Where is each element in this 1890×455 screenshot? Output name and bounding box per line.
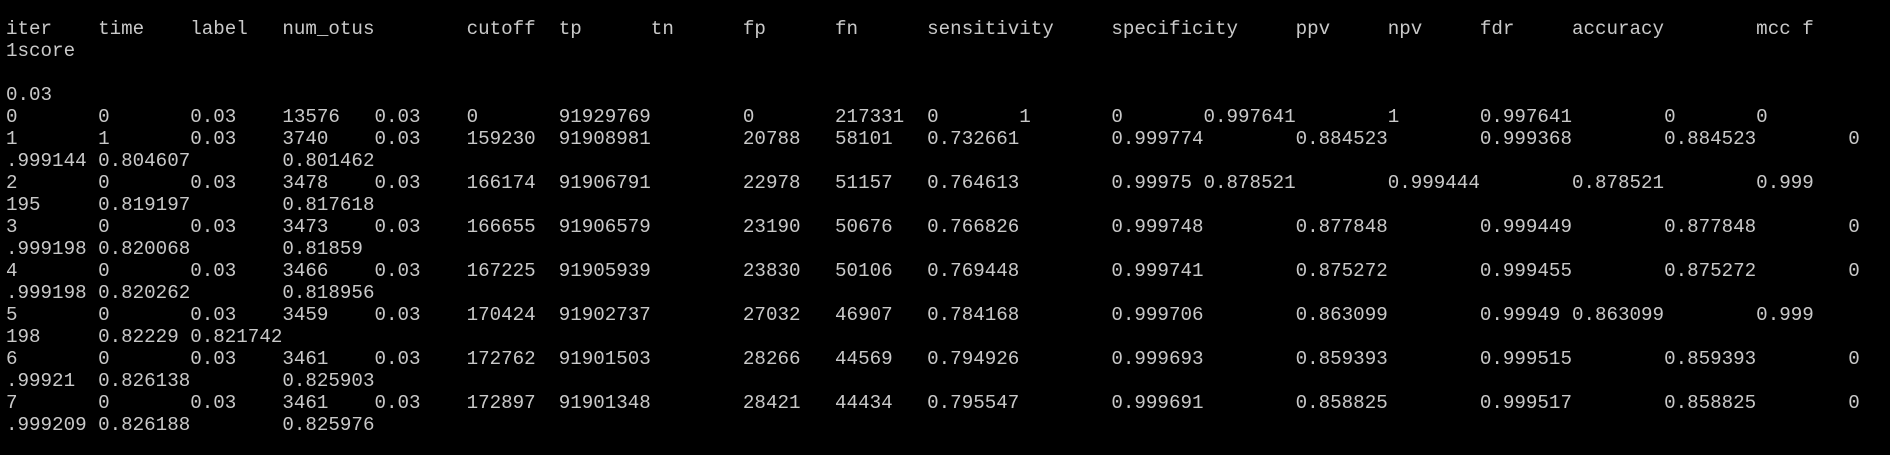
terminal-cutoff-line: 0.03 bbox=[6, 84, 53, 106]
terminal-output-wrap-line: .999209 0.826188 0.825976 bbox=[6, 414, 375, 436]
terminal-header-line: iter time label num_otus cutoff tp tn fp… bbox=[6, 18, 1814, 40]
terminal-header-wrap-line: 1score bbox=[6, 40, 76, 62]
terminal-output-line: 4 0 0.03 3466 0.03 167225 91905939 23830… bbox=[6, 260, 1860, 282]
terminal-blank-line bbox=[6, 62, 1890, 84]
terminal-output-line: 2 0 0.03 3478 0.03 166174 91906791 22978… bbox=[6, 172, 1814, 194]
terminal-output-line: 7 0 0.03 3461 0.03 172897 91901348 28421… bbox=[6, 392, 1860, 414]
terminal-output-line: 3 0 0.03 3473 0.03 166655 91906579 23190… bbox=[6, 216, 1860, 238]
terminal-output-wrap-line: .999198 0.820262 0.818956 bbox=[6, 282, 375, 304]
terminal-output-wrap-line: 198 0.82229 0.821742 bbox=[6, 326, 283, 348]
terminal-output-line: 0 0 0.03 13576 0.03 0 91929769 0 217331 … bbox=[6, 106, 1768, 128]
terminal-output-wrap-line: .99921 0.826138 0.825903 bbox=[6, 370, 375, 392]
terminal-output-line: 5 0 0.03 3459 0.03 170424 91902737 27032… bbox=[6, 304, 1814, 326]
terminal-output-line: 1 1 0.03 3740 0.03 159230 91908981 20788… bbox=[6, 128, 1860, 150]
terminal-output-wrap-line: .999198 0.820068 0.81859 bbox=[6, 238, 363, 260]
terminal-output-wrap-line: 195 0.819197 0.817618 bbox=[6, 194, 375, 216]
terminal-output-line: 6 0 0.03 3461 0.03 172762 91901503 28266… bbox=[6, 348, 1860, 370]
terminal-output-wrap-line: .999144 0.804607 0.801462 bbox=[6, 150, 375, 172]
